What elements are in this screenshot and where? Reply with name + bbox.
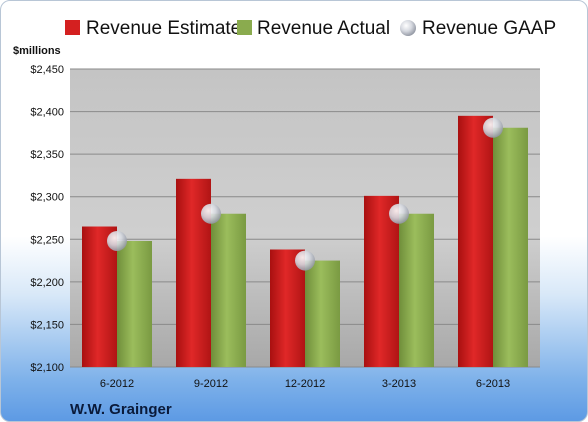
x-axis-tick-labels: 6-2012 9-2012 12-2012 3-2013 6-2013 xyxy=(100,378,510,390)
revenue-gaap-marker xyxy=(201,203,221,224)
x-tick-label: 9-2012 xyxy=(194,378,228,390)
legend-swatch-revenue-actual xyxy=(237,20,252,35)
legend-label-revenue-actual: Revenue Actual xyxy=(257,18,390,39)
revenue-actual-bar xyxy=(305,260,340,367)
x-tick-label: 6-2013 xyxy=(476,378,510,390)
legend: Revenue Estimate Revenue Actual Revenue … xyxy=(65,18,556,39)
y-axis-tick-labels: $2,100 $2,150 $2,200 $2,250 $2,300 $2,350 $2,4… xyxy=(30,64,64,374)
revenue-actual-bar xyxy=(493,127,528,368)
revenue-estimate-bar xyxy=(82,226,117,367)
revenue-gaap-marker xyxy=(389,203,409,224)
y-tick-label: $2,450 xyxy=(30,64,64,76)
legend-label-revenue-estimate: Revenue Estimate xyxy=(86,18,241,39)
revenue-estimate-bar xyxy=(364,195,399,367)
gaap-markers xyxy=(107,117,503,271)
legend-item-revenue-estimate: Revenue Estimate xyxy=(65,18,241,39)
bars xyxy=(82,115,528,368)
revenue-gaap-marker xyxy=(107,230,127,251)
x-tick-label: 3-2013 xyxy=(382,378,416,390)
x-tick-label: 12-2012 xyxy=(285,378,325,390)
revenue-actual-bar xyxy=(117,240,152,367)
y-tick-label: $2,250 xyxy=(30,234,64,246)
y-tick-label: $2,400 xyxy=(30,107,64,119)
revenue-estimate-bar xyxy=(270,249,305,367)
y-tick-label: $2,350 xyxy=(30,149,64,161)
y-tick-label: $2,150 xyxy=(30,319,64,331)
legend-item-revenue-gaap: Revenue GAAP xyxy=(400,18,556,39)
y-tick-label: $2,300 xyxy=(30,192,64,204)
y-tick-label: $2,200 xyxy=(30,277,64,289)
legend-label-revenue-gaap: Revenue GAAP xyxy=(422,18,556,39)
legend-item-revenue-actual: Revenue Actual xyxy=(237,18,390,39)
x-tick-label: 6-2012 xyxy=(100,378,134,390)
company-label: W.W. Grainger xyxy=(70,401,172,418)
revenue-actual-bar xyxy=(211,213,246,367)
revenue-actual-bar xyxy=(399,213,434,367)
legend-swatch-revenue-estimate xyxy=(65,20,80,35)
y-tick-label: $2,100 xyxy=(30,362,64,374)
revenue-gaap-marker xyxy=(295,250,315,271)
unit-label: $millions xyxy=(13,45,61,57)
revenue-estimate-bar xyxy=(458,115,493,367)
revenue-gaap-marker xyxy=(483,117,503,138)
legend-swatch-revenue-gaap xyxy=(400,20,416,36)
